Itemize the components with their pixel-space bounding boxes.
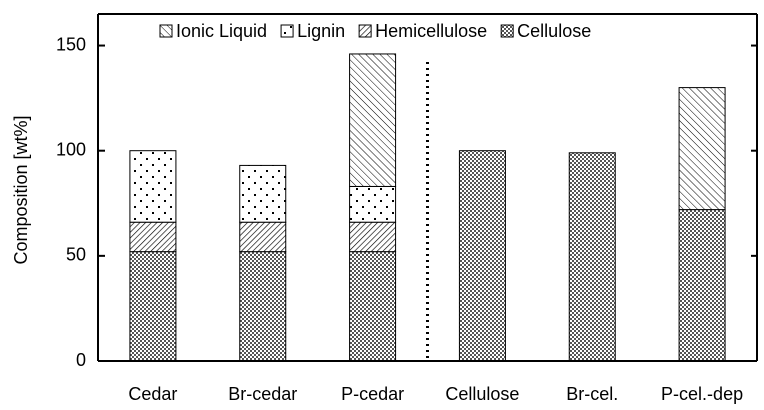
bar-segment [678,209,726,362]
x-tick-label: P-cel.-dep [661,384,743,404]
bar-segment [349,53,397,187]
legend-label: Ionic Liquid [176,21,267,41]
bar-segment [239,221,287,253]
bar-segment [349,185,397,223]
legend-swatch [159,24,173,38]
legend-swatch [280,24,294,38]
y-tick-label: 0 [76,350,86,370]
legend-label: Cellulose [517,21,591,41]
x-tick-label: Cedar [128,384,177,404]
x-tick-label: Br-cedar [228,384,297,404]
x-tick-label: Cellulose [445,384,519,404]
bar-segment [568,152,616,362]
x-tick-label: P-cedar [341,384,404,404]
x-tick-label: Br-cel. [566,384,618,404]
bar-segment [129,221,177,253]
bar-segment [129,150,177,223]
bar-segment [129,251,177,362]
bar-segment [678,87,726,211]
y-tick-label: 50 [66,245,86,265]
bar-segment [349,251,397,362]
legend-label: Lignin [297,21,345,41]
y-tick-label: 150 [56,34,86,54]
legend-label: Hemicellulose [375,21,487,41]
y-axis-label: Composition [wt%] [11,115,31,264]
bar-segment [458,150,506,362]
legend-swatch [358,24,372,38]
bar-segment [349,221,397,253]
bar-segment [239,164,287,223]
y-tick-label: 100 [56,139,86,159]
legend-swatch [500,24,514,38]
bar-segment [239,251,287,362]
